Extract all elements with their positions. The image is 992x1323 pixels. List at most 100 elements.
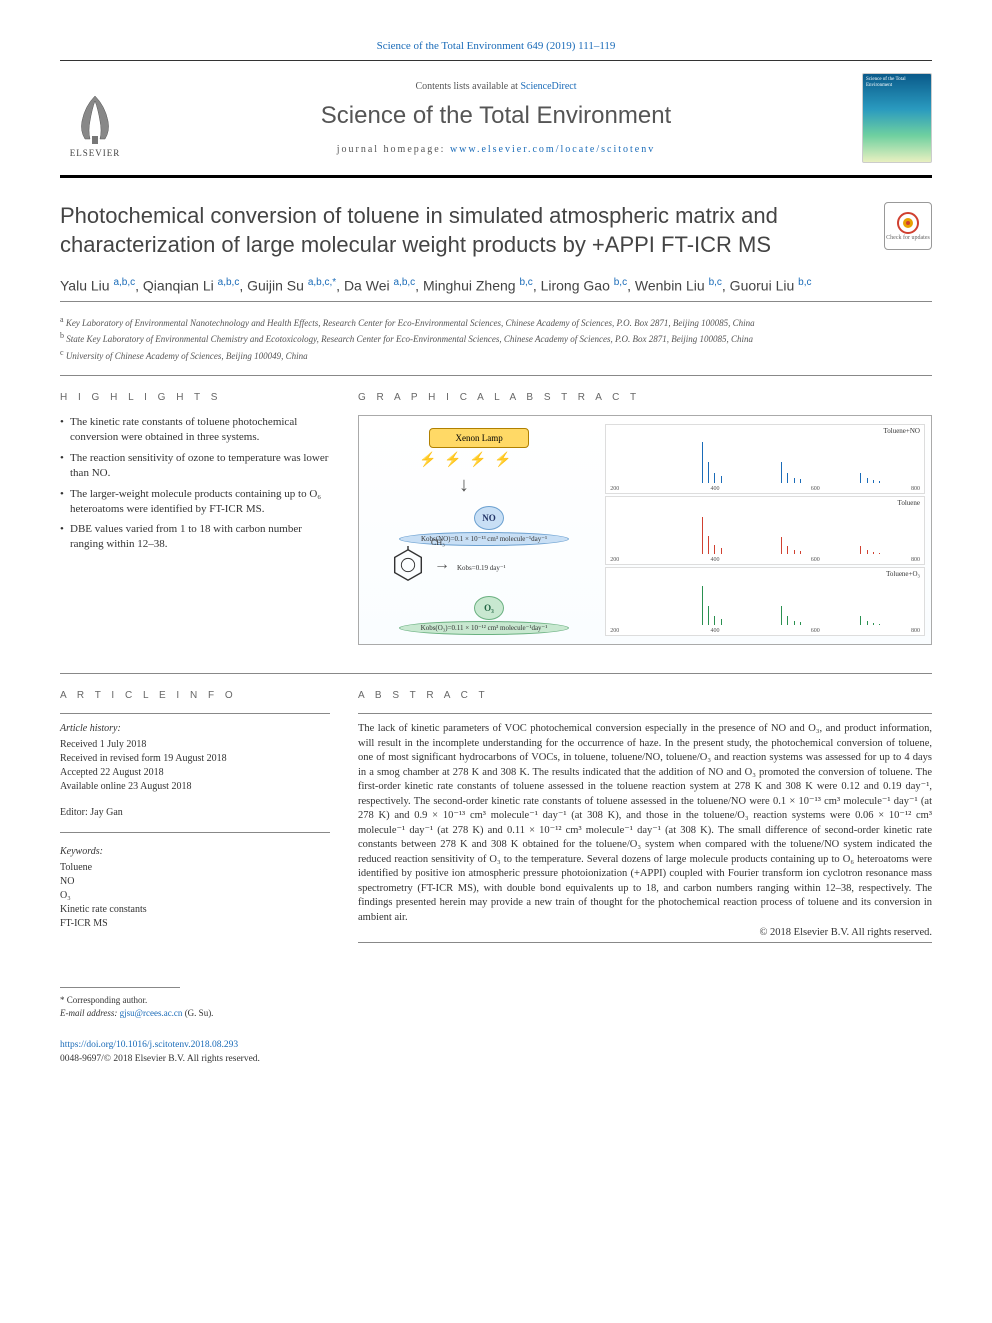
k-no-oval: Kobs(NO)=0.1 × 10⁻¹³ cm³ molecule⁻¹day⁻¹: [399, 532, 569, 546]
lightning-icon: ⚡: [444, 452, 461, 469]
author-sup: a,b,c: [218, 277, 240, 288]
author-sup: a,b,c: [393, 277, 415, 288]
rule: [60, 713, 330, 714]
affiliation: a Key Laboratory of Environmental Nanote…: [60, 314, 932, 331]
email-link[interactable]: gjsu@rcees.ac.cn: [120, 1008, 183, 1018]
highlight-item: The reaction sensitivity of ozone to tem…: [60, 451, 330, 481]
lightning-icon: ⚡: [469, 452, 486, 469]
keyword: Kinetic rate constants: [60, 903, 330, 917]
email-suffix: (G. Su).: [182, 1008, 213, 1018]
author-name: , Guorui Liu: [722, 278, 798, 294]
author-name: , Qianqian Li: [135, 278, 218, 294]
rule: [60, 301, 932, 302]
accepted-date: Accepted 22 August 2018: [60, 766, 330, 780]
spectrum-label: Toluene+O₃: [886, 570, 920, 578]
affiliation: c University of Chinese Academy of Scien…: [60, 347, 932, 364]
rule-thick: [60, 175, 932, 178]
spectrum-label: Toluene+NO: [883, 427, 920, 435]
cover-text: Science of the Total Environment: [863, 74, 931, 91]
highlight-item: DBE values varied from 1 to 18 with carb…: [60, 522, 330, 552]
author-name: , Lirong Gao: [533, 278, 614, 294]
sciencedirect-link[interactable]: ScienceDirect: [520, 81, 576, 92]
doi-block: https://doi.org/10.1016/j.scitotenv.2018…: [60, 1039, 932, 1066]
keywords-heading: Keywords:: [60, 845, 330, 859]
right-arrow-icon: →: [434, 556, 450, 574]
spectrum-peak: [781, 462, 782, 482]
spectrum-panel: Toluene+O₃ 200400600800: [605, 567, 925, 636]
email-label: E-mail address:: [60, 1008, 120, 1018]
rule: [60, 60, 932, 61]
article-info-heading: A R T I C L E I N F O: [60, 690, 330, 701]
contents-line: Contents lists available at ScienceDirec…: [130, 81, 862, 92]
received-date: Received 1 July 2018: [60, 738, 330, 752]
footer-rule: [60, 987, 180, 988]
author-sup: b,c: [709, 277, 722, 288]
rule: [60, 375, 932, 376]
author-name: , Guijin Su: [239, 278, 307, 294]
author-name: , Minghui Zheng: [415, 278, 519, 294]
elsevier-text: ELSEVIER: [70, 148, 121, 158]
spectrum-peak: [781, 606, 782, 625]
journal-name: Science of the Total Environment: [130, 102, 862, 130]
spectrum-peak: [860, 546, 861, 554]
keyword: NO: [60, 875, 330, 889]
down-arrow-icon: ↓: [459, 474, 469, 497]
rule: [358, 713, 932, 714]
o3-bubble: O₃: [474, 596, 504, 620]
article-title: Photochemical conversion of toluene in s…: [60, 202, 850, 259]
spectrum-peak: [860, 473, 861, 483]
spectrum-peak: [702, 442, 703, 482]
author-sup: b,c: [614, 277, 627, 288]
spectrum-panel: Toluene+NO 200400600800: [605, 424, 925, 493]
lightning-icon: ⚡: [494, 452, 511, 469]
issn-text: 0048-9697/© 2018 Elsevier B.V. All right…: [60, 1054, 260, 1064]
ch3-label: CH₃: [431, 538, 445, 547]
author-sup: b,c: [798, 277, 811, 288]
k-obs-label: Kobs=0.19 day⁻¹: [457, 564, 506, 572]
highlights-list: The kinetic rate constants of toluene ph…: [60, 415, 330, 552]
k-o3-oval: Kobs(O₃)=0.11 × 10⁻¹² cm³ molecule⁻¹day⁻…: [399, 621, 569, 635]
doi-link[interactable]: https://doi.org/10.1016/j.scitotenv.2018…: [60, 1040, 238, 1050]
homepage-prefix: journal homepage:: [337, 144, 450, 155]
highlight-item: The kinetic rate constants of toluene ph…: [60, 415, 330, 445]
xenon-lamp-label: Xenon Lamp: [429, 428, 529, 448]
history-heading: Article history:: [60, 722, 330, 736]
graphical-abstract-figure: Xenon Lamp ⚡ ⚡ ⚡ ⚡ ↓ NO Kobs(NO)=0.1 × 1…: [358, 415, 932, 645]
abstract-text: The lack of kinetic parameters of VOC ph…: [358, 722, 932, 925]
affiliations: a Key Laboratory of Environmental Nanote…: [60, 314, 932, 364]
graphical-abstract-heading: G R A P H I C A L A B S T R A C T: [358, 392, 932, 403]
online-date: Available online 23 August 2018: [60, 780, 330, 794]
rule: [60, 832, 330, 833]
keyword: Toluene: [60, 861, 330, 875]
spectrum-peak: [702, 517, 703, 554]
check-updates-icon: [896, 211, 920, 235]
spectrum-panel: Toluene 200400600800: [605, 496, 925, 565]
author-sup: a,b,c,*: [308, 277, 336, 288]
highlights-heading: H I G H L I G H T S: [60, 392, 330, 403]
spectrum-axis: 200400600800: [606, 628, 924, 634]
corresponding-author: * Corresponding author. E-mail address: …: [60, 994, 932, 1019]
journal-cover-thumbnail: Science of the Total Environment: [862, 73, 932, 163]
highlight-item: The larger-weight molecule products cont…: [60, 487, 330, 517]
homepage-link[interactable]: www.elsevier.com/locate/scitotenv: [450, 144, 655, 155]
spectrum-axis: 200400600800: [606, 557, 924, 563]
spectrum-axis: 200400600800: [606, 486, 924, 492]
copyright: © 2018 Elsevier B.V. All rights reserved…: [358, 927, 932, 938]
spectrum-peak: [781, 537, 782, 554]
check-updates-badge[interactable]: Check for updates: [884, 202, 932, 250]
contents-prefix: Contents lists available at: [415, 81, 520, 92]
abstract-heading: A B S T R A C T: [358, 690, 932, 701]
author-sup: b,c: [519, 277, 532, 288]
keyword: O₃: [60, 889, 330, 903]
rule: [358, 942, 932, 943]
lightning-icon: ⚡: [419, 452, 436, 469]
corr-label: * Corresponding author.: [60, 994, 932, 1007]
journal-reference: Science of the Total Environment 649 (20…: [60, 40, 932, 52]
affiliation: b State Key Laboratory of Environmental …: [60, 330, 932, 347]
spectrum-label: Toluene: [898, 499, 920, 507]
no-bubble: NO: [474, 506, 504, 530]
keywords-list: TolueneNOO₃Kinetic rate constantsFT-ICR …: [60, 861, 330, 931]
author-sup: a,b,c: [113, 277, 135, 288]
journal-homepage: journal homepage: www.elsevier.com/locat…: [130, 144, 862, 155]
author-name: Yalu Liu: [60, 278, 113, 294]
